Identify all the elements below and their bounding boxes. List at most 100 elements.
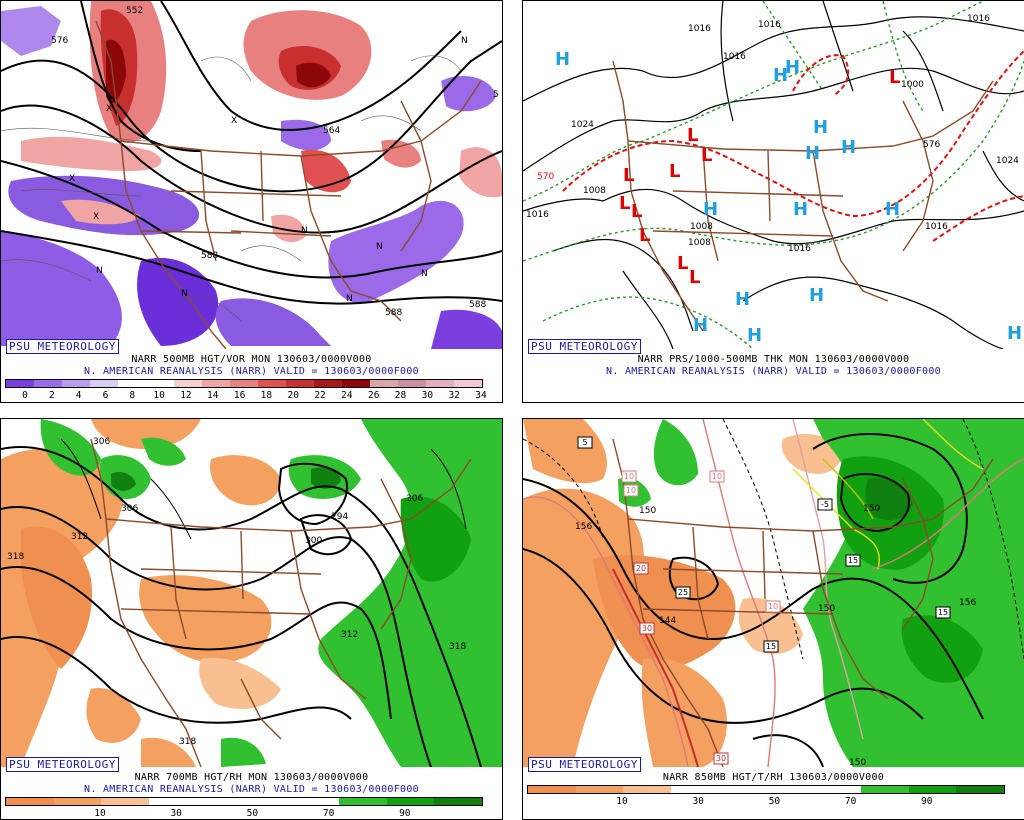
colorbar-swatch bbox=[718, 786, 766, 793]
max-label: X bbox=[106, 104, 112, 114]
svg-text:10: 10 bbox=[626, 486, 636, 495]
colorbar-swatch bbox=[398, 380, 426, 387]
colorbar-swatch bbox=[386, 798, 435, 805]
colorbar-label: 90 bbox=[399, 808, 411, 819]
product-title: NARR 700MB HGT/RH MON 130603/0000V000 bbox=[134, 772, 369, 783]
colorbar-label: 0 bbox=[22, 390, 28, 401]
temperature-label: 15 bbox=[935, 606, 951, 619]
svg-text:15: 15 bbox=[938, 608, 948, 617]
min-label: N bbox=[96, 266, 103, 276]
svg-text:15: 15 bbox=[848, 556, 858, 565]
max-label: X bbox=[93, 212, 99, 222]
colorbar bbox=[5, 379, 483, 388]
contour-label: 306 bbox=[121, 504, 138, 514]
low-pressure-marker: L bbox=[689, 267, 700, 288]
contour-label: 150 bbox=[639, 506, 656, 516]
colorbar-label: 70 bbox=[844, 796, 857, 807]
high-pressure-marker: H bbox=[773, 65, 788, 86]
valid-time: N. AMERICAN REANALYSIS (NARR) VALID = 13… bbox=[606, 366, 941, 377]
colorbar-swatch bbox=[6, 798, 54, 805]
high-pressure-marker: H bbox=[841, 137, 856, 158]
contour-label: 156 bbox=[575, 522, 592, 532]
colorbar-label: 30 bbox=[170, 808, 182, 819]
surface-map: 1016 1016 1016 1016 1024 1024 1016 1008 … bbox=[523, 1, 1024, 349]
colorbar-swatch bbox=[670, 786, 719, 793]
high-pressure-marker: H bbox=[555, 49, 570, 70]
contour-label: 552 bbox=[126, 6, 143, 16]
panel-footer: PSU METEOROLOGY NARR 850MB HGT/T/RH 1306… bbox=[523, 757, 1024, 819]
contour-label: 588 bbox=[385, 308, 402, 318]
high-pressure-marker: H bbox=[703, 199, 718, 220]
svg-text:30: 30 bbox=[642, 624, 652, 633]
isobar-label: 1008 bbox=[583, 186, 606, 196]
low-pressure-marker: L bbox=[669, 161, 680, 182]
high-pressure-marker: H bbox=[735, 289, 750, 310]
high-pressure-marker: H bbox=[805, 143, 820, 164]
low-pressure-marker: L bbox=[639, 225, 650, 246]
colorbar-label: 30 bbox=[421, 390, 434, 401]
contour-label: 150 bbox=[863, 504, 880, 514]
temperature-label: 10 bbox=[623, 484, 639, 497]
low-pressure-marker: L bbox=[889, 67, 900, 88]
colorbar-swatch bbox=[342, 380, 370, 387]
colorbar-swatch bbox=[291, 798, 340, 805]
colorbar-swatch bbox=[339, 798, 387, 805]
max-label: X bbox=[231, 116, 237, 126]
svg-text:-5: -5 bbox=[821, 500, 829, 509]
colorbar-swatch bbox=[174, 380, 202, 387]
colorbar-label: 50 bbox=[768, 796, 781, 807]
colorbar-swatch bbox=[861, 786, 909, 793]
colorbar-swatch bbox=[454, 380, 482, 387]
colorbar-swatch bbox=[148, 798, 197, 805]
colorbar-swatch bbox=[90, 380, 118, 387]
colorbar-label: 6 bbox=[102, 390, 109, 401]
colorbar-label: 2 bbox=[48, 390, 55, 401]
max-label: X bbox=[69, 174, 75, 184]
contour-label: 588 bbox=[201, 251, 218, 261]
isobar-label: 1008 bbox=[688, 238, 711, 248]
colorbar-label: 10 bbox=[94, 808, 106, 819]
min-label: N bbox=[461, 36, 468, 46]
contour-label: 150 bbox=[849, 758, 866, 767]
colorbar-swatch bbox=[370, 380, 398, 387]
temperature-label: 25 bbox=[675, 586, 691, 599]
isobar-label: 1024 bbox=[996, 156, 1019, 166]
colorbar-label: 24 bbox=[341, 390, 353, 401]
svg-text:30: 30 bbox=[716, 754, 726, 763]
low-pressure-marker: L bbox=[677, 253, 688, 274]
svg-text:5: 5 bbox=[582, 438, 587, 447]
panel-surface-pressure: 1016 1016 1016 1016 1024 1024 1016 1008 … bbox=[522, 0, 1024, 403]
temperature-label: 10 bbox=[621, 470, 637, 483]
high-pressure-marker: H bbox=[809, 285, 824, 306]
colorbar-swatch bbox=[765, 786, 814, 793]
colorbar-swatch bbox=[813, 786, 862, 793]
colorbar-swatch bbox=[34, 380, 62, 387]
thickness-label: 570 bbox=[537, 172, 554, 182]
colorbar-swatch bbox=[53, 798, 102, 805]
panel-500mb-vorticity: 576 588 588 588 564 552 N N N N N N N X … bbox=[0, 0, 503, 403]
min-label: N bbox=[181, 289, 188, 299]
colorbar-label: 70 bbox=[322, 808, 335, 819]
colorbar-swatch bbox=[243, 798, 292, 805]
colorbar-label: 10 bbox=[153, 390, 165, 401]
panel-700mb-rh: 306 306 318 312 300 294 306 312 318 318 … bbox=[0, 418, 503, 820]
colorbar-label: 14 bbox=[207, 390, 219, 401]
isobar-label: 1016 bbox=[723, 52, 746, 62]
svg-text:25: 25 bbox=[678, 588, 688, 597]
colorbar-swatch bbox=[146, 380, 174, 387]
isobar-label: 1016 bbox=[788, 244, 811, 254]
svg-text:10: 10 bbox=[624, 472, 634, 481]
panel-footer: PSU METEOROLOGY NARR PRS/1000-500MB THK … bbox=[523, 339, 1024, 402]
colorbar-swatch bbox=[314, 380, 342, 387]
product-title: NARR 850MB HGT/T/RH 130603/0000V000 bbox=[662, 772, 885, 783]
colorbar-label: 22 bbox=[314, 390, 326, 401]
valid-time: N. AMERICAN REANALYSIS (NARR) VALID = 13… bbox=[84, 784, 419, 795]
temperature-label: 20 bbox=[633, 562, 649, 575]
colorbar-label: 90 bbox=[921, 796, 933, 807]
temperature-label: 5 bbox=[577, 436, 593, 449]
colorbar-label: 50 bbox=[246, 808, 259, 819]
credit-label: PSU METEOROLOGY bbox=[6, 757, 119, 772]
isobar-label: 1008 bbox=[690, 222, 713, 232]
colorbar-swatch bbox=[286, 380, 314, 387]
contour-label: 318 bbox=[449, 642, 466, 652]
